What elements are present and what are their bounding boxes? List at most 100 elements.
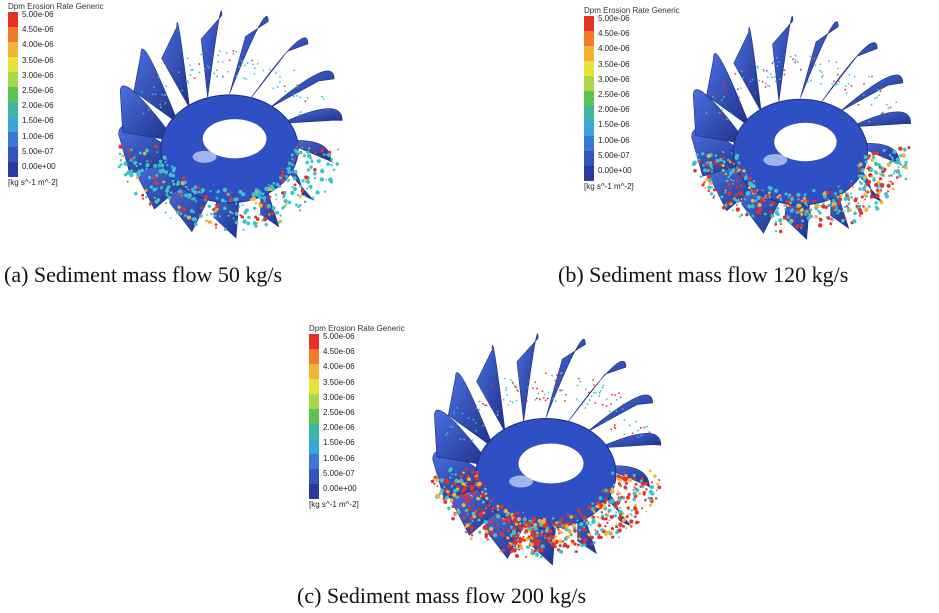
erosion-spot [817,209,820,213]
erosion-spot [617,516,622,520]
erosion-spot [484,487,487,491]
erosion-spot [436,485,439,488]
erosion-spot [632,497,636,502]
erosion-spot [644,481,649,486]
erosion-spot [777,61,780,63]
erosion-spot [704,163,707,166]
erosion-spot [836,212,839,215]
erosion-spot [847,66,850,69]
runner-blade [251,37,309,98]
erosion-spot [560,517,564,522]
erosion-spot [459,479,464,483]
erosion-spot [144,148,149,153]
erosion-spot [169,217,172,219]
erosion-spot [145,195,148,199]
erosion-spot [726,165,729,168]
erosion-spot [451,517,455,521]
erosion-spot [776,65,779,67]
erosion-spot [850,192,853,195]
erosion-spot [604,502,607,505]
runner-opening [518,443,584,484]
erosion-spot [814,207,818,211]
erosion-spot [808,212,812,216]
erosion-spot [775,56,778,59]
erosion-spot [584,388,587,391]
erosion-spot [542,546,544,549]
erosion-spot [256,62,259,65]
erosion-spot [515,510,519,515]
erosion-spot [735,178,739,182]
erosion-spot [275,182,280,187]
erosion-spot [541,390,544,393]
erosion-spot [760,197,763,200]
erosion-spot [857,103,860,106]
erosion-spot [843,196,848,201]
erosion-spot [564,400,566,402]
erosion-spot [537,518,542,524]
erosion-spot [566,513,570,517]
erosion-spot [740,87,743,90]
erosion-spot [634,515,637,518]
erosion-spot [261,192,265,196]
erosion-spot [783,204,786,207]
erosion-spot [291,163,295,167]
erosion-spot [590,517,593,520]
erosion-spot [449,494,452,497]
erosion-spot [564,524,569,529]
erosion-spot [614,394,616,396]
erosion-spot [303,200,307,204]
erosion-spot [163,170,169,175]
erosion-spot [518,543,522,546]
erosion-spot [750,198,755,203]
erosion-spot [478,530,482,534]
erosion-spot [871,75,873,78]
erosion-spot [459,438,462,441]
legend-tick-label: 4.50e-06 [22,25,54,35]
erosion-spot [892,187,895,191]
erosion-spot [515,533,520,538]
erosion-spot [135,176,140,180]
erosion-spot [254,201,257,205]
erosion-spot [234,220,239,225]
erosion-spot [512,382,515,385]
erosion-spot [809,216,812,219]
erosion-spot [253,67,256,70]
legend-tick-label: 2.00e-06 [22,101,54,111]
erosion-spot [140,168,144,173]
erosion-spot [461,412,464,415]
erosion-spot [615,505,618,508]
colorbar-segment [309,364,319,379]
erosion-spot [713,94,716,97]
erosion-spot [523,532,527,535]
colorbar-segment [309,424,319,439]
colorbar-segment [309,454,319,469]
erosion-spot [714,154,718,157]
erosion-spot [880,112,883,115]
erosion-spot [768,85,771,88]
legend-tick-label: 0.00e+00 [22,162,56,171]
erosion-spot [836,73,839,76]
erosion-spot [778,218,783,223]
legend-tick-label: 4.50e-06 [323,347,355,357]
legend-tick-label: 3.00e-06 [22,70,54,80]
erosion-spot [442,497,446,501]
erosion-spot [519,545,524,550]
erosion-spot [724,172,728,176]
turbine-erosion-render [430,333,662,566]
erosion-spot [316,159,321,164]
erosion-spot [855,197,858,200]
erosion-spot [253,73,256,75]
erosion-spot [880,183,885,188]
erosion-spot [600,528,604,532]
erosion-spot [543,534,547,538]
erosion-spot [518,539,523,544]
erosion-spot [606,420,609,422]
erosion-spot [738,215,741,218]
erosion-spot [604,488,608,493]
erosion-spot [632,473,636,478]
legend-tick-label: 2.00e-06 [598,105,630,115]
erosion-spot [657,485,662,490]
erosion-spot [844,85,847,88]
turbine-erosion-render [691,15,912,240]
erosion-spot [308,147,311,150]
